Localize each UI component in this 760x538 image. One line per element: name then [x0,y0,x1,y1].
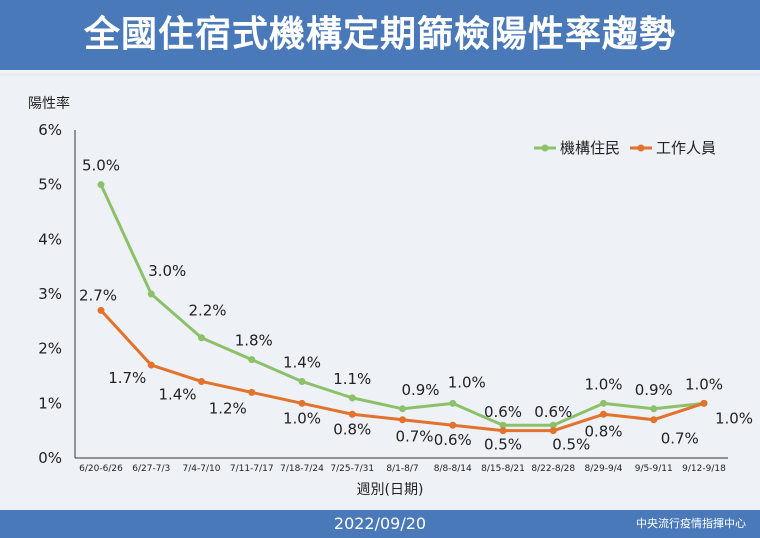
y-tick-label: 0% [38,449,62,467]
staff-data-label: 0.8% [584,422,622,440]
staff-data-label: 2.7% [79,286,117,304]
data-point [549,421,557,429]
staff-data-label: 1.0% [283,409,321,427]
residents-data-label: 1.4% [283,353,321,371]
data-point [198,334,205,342]
staff-data-label: 0.7% [661,430,699,448]
data-point [499,427,507,435]
legend-residents-marker [541,144,549,152]
legend-staff-marker [637,144,645,152]
staff-data-label: 0.8% [333,420,371,438]
residents-data-label: 0.9% [401,381,439,399]
data-point [97,181,105,189]
data-point [399,416,406,424]
data-point [650,416,658,424]
residents-data-label: 0.9% [635,381,673,399]
data-point [449,421,457,429]
data-point [147,290,155,298]
header-banner: 全國住宿式機構定期篩檢陽性率趨勢 [0,0,760,73]
staff-data-label: 1.0% [715,409,753,427]
data-point [147,361,155,369]
residents-data-label: 5.0% [82,157,120,175]
data-point [600,399,607,407]
residents-data-label: 1.0% [584,375,622,393]
footer-organization: 中央流行疫情指揮中心 [636,517,746,530]
data-point [399,405,406,413]
data-point [650,405,658,413]
data-point [298,399,306,407]
staff-data-label: 0.7% [395,428,433,446]
residents-data-label: 1.1% [333,370,371,388]
data-point [700,399,708,407]
data-point [248,356,256,364]
legend-residents-label: 機構住民 [560,139,620,157]
line-chart: 陽性率 0% 1% 2% 3% 4% 5% 6% 6/20-6/26 6/27-7/3 7/4-7/… [28,95,753,498]
x-tick-label: 9/12-9/18 [682,464,726,474]
x-tick-label: 8/8-8/14 [434,464,472,474]
x-tick-label: 6/27-7/3 [132,464,170,474]
staff-data-label: 1.7% [108,369,146,387]
data-point [499,421,507,429]
x-axis-title: 週別(日期) [357,482,424,498]
data-point [549,427,557,435]
residents-data-label: 2.2% [188,302,226,320]
staff-data-label: 1.2% [209,399,247,417]
y-tick-label: 4% [38,230,62,248]
y-tick-label: 2% [38,340,62,358]
data-point [97,306,105,314]
residents-data-label: 3.0% [148,262,186,280]
residents-data-label: 0.6% [484,403,522,421]
x-tick-label: 6/20-6/26 [79,464,123,474]
residents-data-label: 1.0% [448,373,486,391]
x-tick-label: 8/29-9/4 [585,464,623,474]
data-point [298,377,306,385]
x-tick-label: 8/22-8/28 [531,464,575,474]
y-tick-label: 1% [38,394,62,412]
y-tick-label: 5% [38,176,62,194]
x-tick-label: 7/11-7/17 [230,464,274,474]
staff-data-label: 0.5% [552,436,590,454]
residents-data-label: 0.6% [534,403,572,421]
data-point [348,410,356,418]
legend-staff-label: 工作人員 [656,139,716,157]
data-point [248,388,256,396]
footer-bar: 2022/09/20 中央流行疫情指揮中心 [0,510,760,538]
y-tick-label: 6% [38,121,62,139]
data-point [198,377,205,385]
x-tick-label: 8/15-8/21 [481,464,525,474]
x-tick-label: 7/25-7/31 [330,464,374,474]
footer-date: 2022/09/20 [333,514,427,533]
data-point [348,394,356,402]
data-point [600,410,607,418]
y-tick-label: 3% [38,285,62,303]
staff-data-label: 0.5% [484,436,522,454]
data-point [449,399,457,407]
page-title: 全國住宿式機構定期篩檢陽性率趨勢 [83,14,676,55]
staff-data-label: 0.6% [434,431,472,449]
residents-data-label: 1.8% [235,332,273,350]
x-tick-label: 7/4-7/10 [183,464,221,474]
x-tick-label: 7/18-7/24 [280,464,324,474]
y-axis-title: 陽性率 [28,95,70,112]
staff-data-label: 1.4% [158,385,196,403]
residents-data-label: 1.0% [685,375,723,393]
x-tick-label: 8/1-8/7 [386,464,418,474]
x-tick-label: 9/5-9/11 [635,464,673,474]
